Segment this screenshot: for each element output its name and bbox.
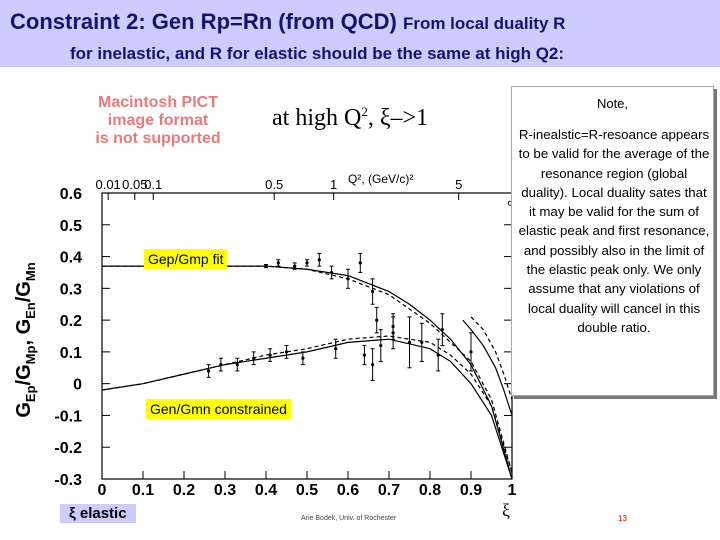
page-number: 13 (618, 514, 627, 523)
y-tick-label: 0.6 (60, 186, 82, 203)
at-high-q2-caption: at high Q2, ξ–>1 (272, 104, 428, 132)
y-tick-label: 0.4 (60, 250, 82, 267)
pict-line-1: Macintosh PICT (97, 94, 218, 111)
y-axis-label-part: Mn (23, 262, 38, 281)
top-tick-label: 0.1 (144, 177, 162, 192)
gen-point (334, 347, 338, 351)
gep-point (440, 328, 444, 332)
at-high-rest: , ξ–>1 (367, 105, 429, 131)
gep-point (276, 261, 280, 265)
top-tick-label: 0.05 (122, 177, 147, 192)
series-gen_constrained_dashed (101, 335, 513, 473)
gep-point (264, 264, 268, 268)
gen-point (268, 353, 272, 357)
x-tick-label: 0.1 (132, 482, 154, 499)
pict-line-3: is not supported (95, 130, 221, 147)
y-tick-label: 0 (73, 377, 82, 394)
x-tick-label: 0.9 (460, 482, 482, 499)
y-tick-label: 0.1 (60, 345, 82, 362)
series-gep_fit_dashed (102, 265, 513, 473)
gen-point (391, 324, 395, 329)
y-axis-label-part: En (23, 302, 38, 319)
series-upper_right_dashed (470, 316, 513, 400)
y-tick-label: 0.3 (60, 281, 82, 298)
x-tick-label: 0.6 (337, 482, 359, 499)
gen-point (301, 356, 305, 360)
x-tick-label: 0.4 (255, 482, 277, 499)
y-axis-label-part: /G (13, 364, 35, 385)
x-tick-label: 0.2 (173, 482, 195, 499)
gep-point (305, 261, 309, 265)
top-tick-label: 0.5 (265, 177, 283, 192)
y-axis-label-part: , G (13, 319, 35, 346)
gep-point (469, 350, 473, 354)
y-axis-label-part: G (13, 402, 35, 418)
gen-point (219, 363, 223, 367)
gep-point (358, 261, 362, 265)
x-tick-label: 0.5 (296, 482, 318, 499)
gep-point (346, 277, 350, 281)
gep-point (371, 289, 375, 294)
gep-point (436, 353, 440, 357)
y-axis-label: GEp/GMp, GEn/GMn (13, 262, 38, 417)
y-tick-label: 0.2 (60, 313, 82, 330)
series-gep_fit (102, 265, 513, 480)
gen-constrained-label: Gen/Gmn constrained (146, 399, 291, 419)
x-tick-label: 0.8 (419, 482, 441, 499)
title-small: From local duality R (402, 14, 566, 33)
gep-point (420, 340, 424, 344)
gep-point (375, 318, 379, 322)
at-high-sup: 2 (361, 104, 368, 119)
at-high-text: at high Q (272, 105, 362, 131)
gen-point (207, 369, 211, 373)
y-axis-label-part: /G (13, 281, 35, 302)
pict-placeholder: Macintosh PICT image format is not suppo… (70, 94, 246, 148)
x-axis-label: ξ (502, 500, 511, 520)
y-tick-label: 0.5 (60, 218, 82, 235)
top-tick-label: 5 (455, 177, 462, 192)
plot-frame (101, 192, 513, 480)
top-axis-label: Q², (GeV/c)² (348, 172, 413, 186)
top-tick-label: 0.01 (95, 177, 120, 192)
note-box: Note, R-inealstic=R-resoance appears to … (511, 86, 714, 396)
gep-point (330, 270, 334, 275)
gep-point (317, 258, 321, 262)
x-tick-label: 1 (508, 482, 517, 499)
x-tick-label: 0 (98, 482, 107, 499)
note-title: Note, (596, 96, 629, 111)
gen-point (252, 356, 256, 360)
y-tick-label: -0.2 (54, 440, 82, 457)
y-tick-label: -0.1 (54, 408, 82, 425)
y-axis-label-part: Mp (23, 346, 38, 365)
series-gen_constrained (101, 338, 513, 480)
top-tick-label: 1 (330, 177, 337, 192)
slide-title-line1: Constraint 2: Gen Rp=Rn (from QCD) From … (10, 9, 565, 35)
title-bar: Constraint 2: Gen Rp=Rn (from QCD) From … (0, 0, 720, 67)
gen-point (379, 343, 383, 348)
x-tick-label: 0.7 (378, 482, 400, 499)
slide-title-line2: for inelastic, and R for elastic should … (70, 44, 565, 63)
gen-point (284, 350, 289, 354)
y-axis-label-part: Ep (23, 385, 38, 402)
note-body: R-inealstic=R-resoance appears to be val… (518, 127, 710, 335)
gen-point (235, 363, 239, 367)
y-tick-label: -0.3 (54, 472, 82, 489)
title-main: Constraint 2: Gen Rp=Rn (from QCD) (10, 9, 403, 34)
gen-point (362, 353, 366, 357)
series-upper_right_solid (462, 319, 513, 416)
gen-point (407, 340, 412, 344)
pict-line-2: image format (107, 112, 209, 129)
gep-fit-label: Gep/Gmp fit (144, 249, 228, 269)
gep-point (293, 264, 297, 268)
footer-author: Arie Bodek, Univ. of Rochester (301, 515, 397, 522)
xi-elastic-label: ξ elastic (60, 504, 136, 523)
x-tick-label: 0.3 (214, 482, 236, 499)
gen-point (371, 363, 375, 367)
